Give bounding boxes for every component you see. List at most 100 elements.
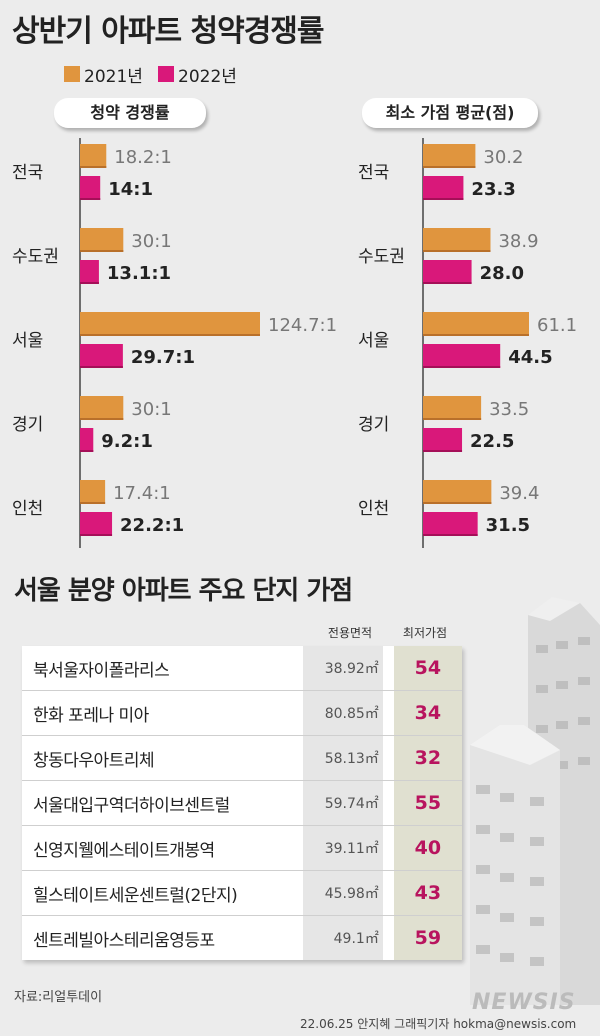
- chart2-bar-2021: [423, 228, 491, 252]
- complex-min-score: 54: [393, 646, 462, 690]
- chart1-bar-shadow: [80, 418, 124, 420]
- chart2-category-label: 전국: [358, 163, 389, 183]
- chart2-value-label: 23.3: [471, 179, 515, 200]
- column-header-score: 최저가점: [402, 626, 448, 640]
- newsis-logo: NEWSIS: [472, 990, 576, 1015]
- chart2-bar-2021: [423, 396, 482, 420]
- chart2-bar-shadow: [423, 198, 464, 200]
- chart2-bar-shadow: [423, 534, 478, 536]
- chart1-value-label: 18.2:1: [114, 147, 172, 168]
- chart1-value-label: 9.2:1: [101, 431, 153, 452]
- legend-label-2022: 2022년: [178, 67, 237, 87]
- table-row: 창동다우아트리체 58.13㎡ 32: [22, 736, 462, 781]
- source-note: 자료:리얼투데이: [14, 990, 103, 1005]
- chart2-title: 최소 가점 평균(점): [362, 98, 538, 128]
- complex-min-score: 55: [393, 781, 462, 825]
- chart2-bar-shadow: [423, 334, 529, 336]
- chart2-bar-2022: [423, 260, 472, 284]
- section-title: 서울 분양 아파트 주요 단지 가점: [14, 576, 353, 606]
- complex-min-score: 40: [393, 826, 462, 870]
- chart1-bar-2022: [80, 260, 99, 284]
- chart2-value-label: 30.2: [483, 147, 523, 168]
- complex-table: 북서울자이폴라리스 38.92㎡ 54 한화 포레나 미아 80.85㎡ 34 창동다우아트…: [22, 646, 462, 960]
- legend-swatch-2021: [64, 66, 80, 82]
- chart2-value-label: 22.5: [470, 431, 514, 452]
- chart1-value-label: 30:1: [131, 399, 171, 420]
- chart1-bar-2021: [80, 480, 106, 504]
- complex-area: 39.11㎡: [302, 826, 383, 870]
- chart2-category-label: 서울: [358, 331, 389, 351]
- chart1-value-label: 30:1: [131, 231, 171, 252]
- chart2-value-label: 39.4: [499, 483, 539, 504]
- table-row: 센트레빌아스테리움영등포 49.1㎡ 59: [22, 916, 462, 960]
- complex-area: 49.1㎡: [302, 916, 383, 960]
- chart2-bar-shadow: [423, 418, 482, 420]
- chart1-bar-2021: [80, 144, 107, 168]
- chart2-category-label: 수도권: [358, 247, 405, 267]
- chart1-bar-shadow: [80, 334, 260, 336]
- chart1-value-label: 13.1:1: [107, 263, 171, 284]
- chart1-value-label: 17.4:1: [113, 483, 171, 504]
- chart1-bar-2022: [80, 176, 101, 200]
- chart1-category-label: 경기: [12, 415, 43, 435]
- legend-label-2021: 2021년: [84, 67, 143, 87]
- table-row: 서울대입구역더하이브센트럴 59.74㎡ 55: [22, 781, 462, 826]
- legend-swatch-2022: [158, 66, 174, 82]
- building-illustration: [470, 597, 600, 1005]
- chart1-title: 청약 경쟁률: [54, 98, 206, 128]
- chart2-bar-2022: [423, 176, 464, 200]
- chart2-value-label: 61.1: [537, 315, 577, 336]
- complex-name: 북서울자이폴라리스: [33, 660, 170, 681]
- chart1-category-label: 전국: [12, 163, 43, 183]
- complex-area: 45.98㎡: [302, 871, 383, 915]
- complex-min-score: 34: [393, 691, 462, 735]
- chart1-bar-shadow: [80, 534, 113, 536]
- chart2-value-label: 44.5: [508, 347, 552, 368]
- chart1-bar-2022: [80, 512, 113, 536]
- table-row: 신영지웰에스테이트개봉역 39.11㎡ 40: [22, 826, 462, 871]
- column-header-area: 전용면적: [327, 626, 373, 640]
- complex-name: 창동다우아트리체: [33, 750, 155, 771]
- chart2-value-label: 28.0: [480, 263, 524, 284]
- chart1-category-label: 인천: [12, 499, 43, 519]
- chart2-bar-2022: [423, 344, 501, 368]
- complex-min-score: 32: [393, 736, 462, 780]
- chart1-bar-shadow: [80, 198, 101, 200]
- chart1-bar-2022: [80, 344, 123, 368]
- chart1-value-label: 22.2:1: [120, 515, 184, 536]
- chart1-bar-shadow: [80, 250, 124, 252]
- chart2-bar-shadow: [423, 502, 492, 504]
- table-row: 힐스테이트세운센트럴(2단지) 45.98㎡ 43: [22, 871, 462, 916]
- chart1-category-label: 서울: [12, 331, 43, 351]
- table-row: 한화 포레나 미아 80.85㎡ 34: [22, 691, 462, 736]
- complex-name: 힐스테이트세운센트럴(2단지): [33, 885, 238, 906]
- chart1-bar-shadow: [80, 282, 99, 284]
- chart1-bar-2021: [80, 312, 260, 336]
- chart2-value-label: 31.5: [486, 515, 530, 536]
- complex-name: 서울대입구역더하이브센트럴: [33, 795, 230, 816]
- complex-area: 59.74㎡: [302, 781, 383, 825]
- chart2-bar-shadow: [423, 366, 501, 368]
- chart1-bar-shadow: [80, 450, 94, 452]
- chart2-bar-2021: [423, 480, 492, 504]
- complex-name: 신영지웰에스테이트개봉역: [33, 840, 215, 861]
- complex-name: 센트레빌아스테리움영등포: [33, 930, 215, 951]
- chart2-value-label: 33.5: [489, 399, 529, 420]
- chart2-bar-shadow: [423, 250, 491, 252]
- bar-charts: 전국 18.2:1 14:1 수도권 30:1 13.1:1 서울 124.7:1 29.7:1…: [12, 138, 577, 548]
- complex-min-score: 43: [393, 871, 462, 915]
- complex-area: 38.92㎡: [302, 646, 383, 690]
- table-row: 북서울자이폴라리스 38.92㎡ 54: [22, 646, 462, 691]
- complex-area: 80.85㎡: [302, 691, 383, 735]
- chart1-bar-shadow: [80, 166, 107, 168]
- complex-area: 58.13㎡: [302, 736, 383, 780]
- chart2-bar-2022: [423, 512, 478, 536]
- chart2-value-label: 38.9: [498, 231, 538, 252]
- chart1-bar-2022: [80, 428, 94, 452]
- credit-line: 22.06.25 안지혜 그래픽기자 hokma@newsis.com: [300, 1017, 577, 1031]
- chart1-value-label: 124.7:1: [268, 315, 337, 336]
- complex-name: 한화 포레나 미아: [33, 705, 149, 726]
- chart1-bar-shadow: [80, 366, 123, 368]
- chart1-bar-2021: [80, 228, 124, 252]
- chart2-category-label: 인천: [358, 499, 389, 519]
